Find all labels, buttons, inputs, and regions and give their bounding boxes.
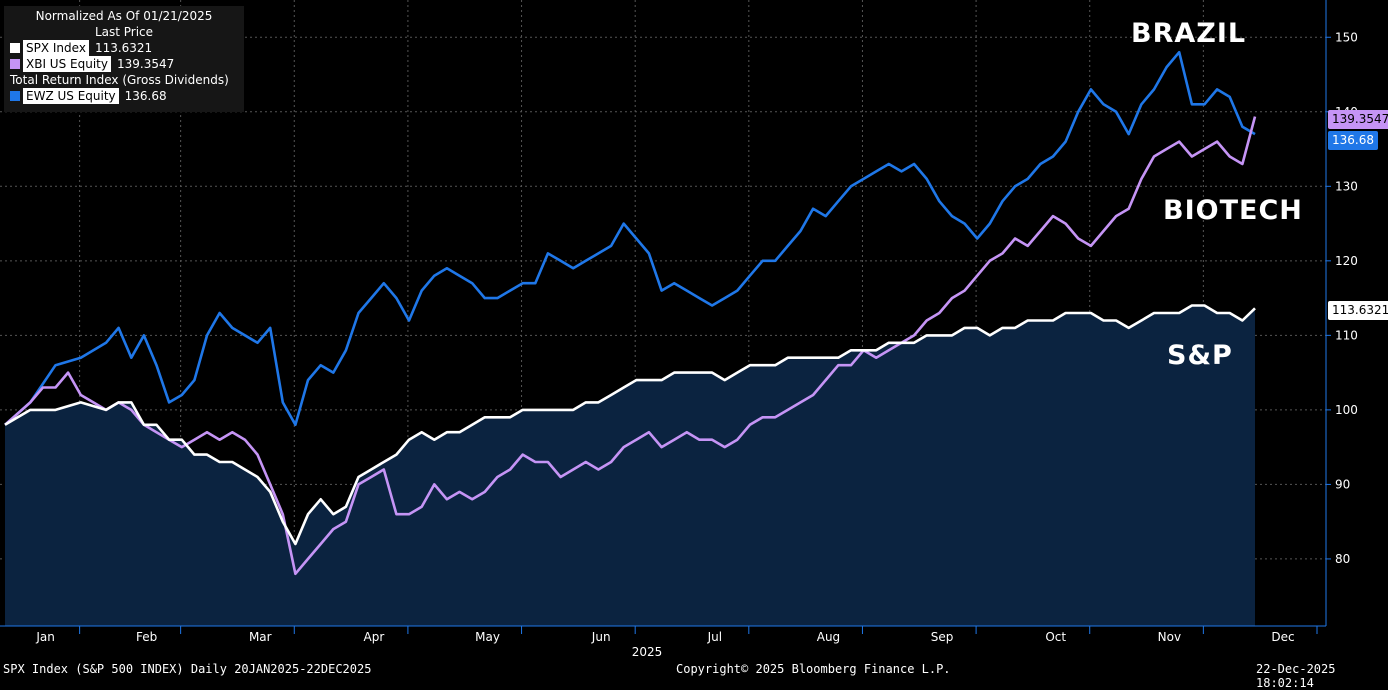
legend-box: Normalized As Of 01/21/2025 Last Price S… (4, 6, 244, 112)
xbi-swatch (10, 59, 20, 69)
y-tick-label-100: 100 (1335, 403, 1358, 417)
y-tick-label-150: 150 (1335, 30, 1358, 44)
legend-title: Normalized As Of 01/21/2025 (35, 9, 213, 23)
x-tick-label-mar: Mar (249, 630, 272, 644)
x-tick-label-feb: Feb (136, 630, 157, 644)
legend-xbi-name: XBI US Equity (23, 56, 111, 72)
y-tick-label-110: 110 (1335, 328, 1358, 342)
spx-swatch (10, 43, 20, 53)
footer-left: SPX Index (S&P 500 INDEX) Daily 20JAN202… (3, 662, 372, 676)
x-tick-label-nov: Nov (1158, 630, 1181, 644)
footer-center: Copyright© 2025 Bloomberg Finance L.P. (676, 662, 951, 676)
x-tick-label-jun: Jun (591, 630, 611, 644)
x-tick-label-jul: Jul (707, 630, 722, 644)
ewz-last-tag: 136.68 (1328, 131, 1378, 150)
label-brazil: BRAZIL (1131, 18, 1247, 49)
legend-ewz-name: EWZ US Equity (23, 88, 119, 104)
y-tick-label-130: 130 (1335, 179, 1358, 193)
series-line-spx (4, 304, 1256, 546)
series-line-ewz (4, 50, 1256, 427)
spx-last-tag: 113.6321 (1328, 301, 1388, 320)
x-tick-label-oct: Oct (1045, 630, 1066, 644)
legend-subtitle: Last Price (94, 25, 154, 39)
label-sp: S&P (1167, 340, 1233, 371)
x-tick-label-may: May (475, 630, 500, 644)
y-tick-label-120: 120 (1335, 254, 1358, 268)
series-line-xbi (4, 116, 1257, 576)
legend-xbi-value: 139.3547 (116, 57, 175, 71)
legend-ewz-value: 136.68 (124, 89, 167, 103)
legend-item-ewz: EWZ US Equity 136.68 (10, 88, 238, 104)
xbi-last-tag: 139.3547 (1328, 110, 1388, 129)
y-tick-label-90: 90 (1335, 477, 1350, 491)
legend-tr-header: Total Return Index (Gross Dividends) (10, 73, 229, 87)
x-tick-label-jan: Jan (35, 630, 55, 644)
spx-area (5, 305, 1255, 626)
x-tick-label-apr: Apr (364, 630, 385, 644)
legend-item-xbi: XBI US Equity 139.3547 (10, 56, 238, 72)
x-tick-label-aug: Aug (817, 630, 840, 644)
y-tick-label-80: 80 (1335, 552, 1350, 566)
footer-right: 22-Dec-2025 18:02:14 (1256, 662, 1336, 690)
ewz-swatch (10, 91, 20, 101)
x-tick-label-sep: Sep (931, 630, 954, 644)
label-biotech: BIOTECH (1163, 195, 1303, 226)
legend-item-spx: SPX Index 113.6321 (10, 40, 238, 56)
x-year-label: 2025 (632, 645, 663, 659)
legend-spx-name: SPX Index (23, 40, 89, 56)
legend-spx-value: 113.6321 (94, 41, 153, 55)
x-tick-label-dec: Dec (1271, 630, 1294, 644)
